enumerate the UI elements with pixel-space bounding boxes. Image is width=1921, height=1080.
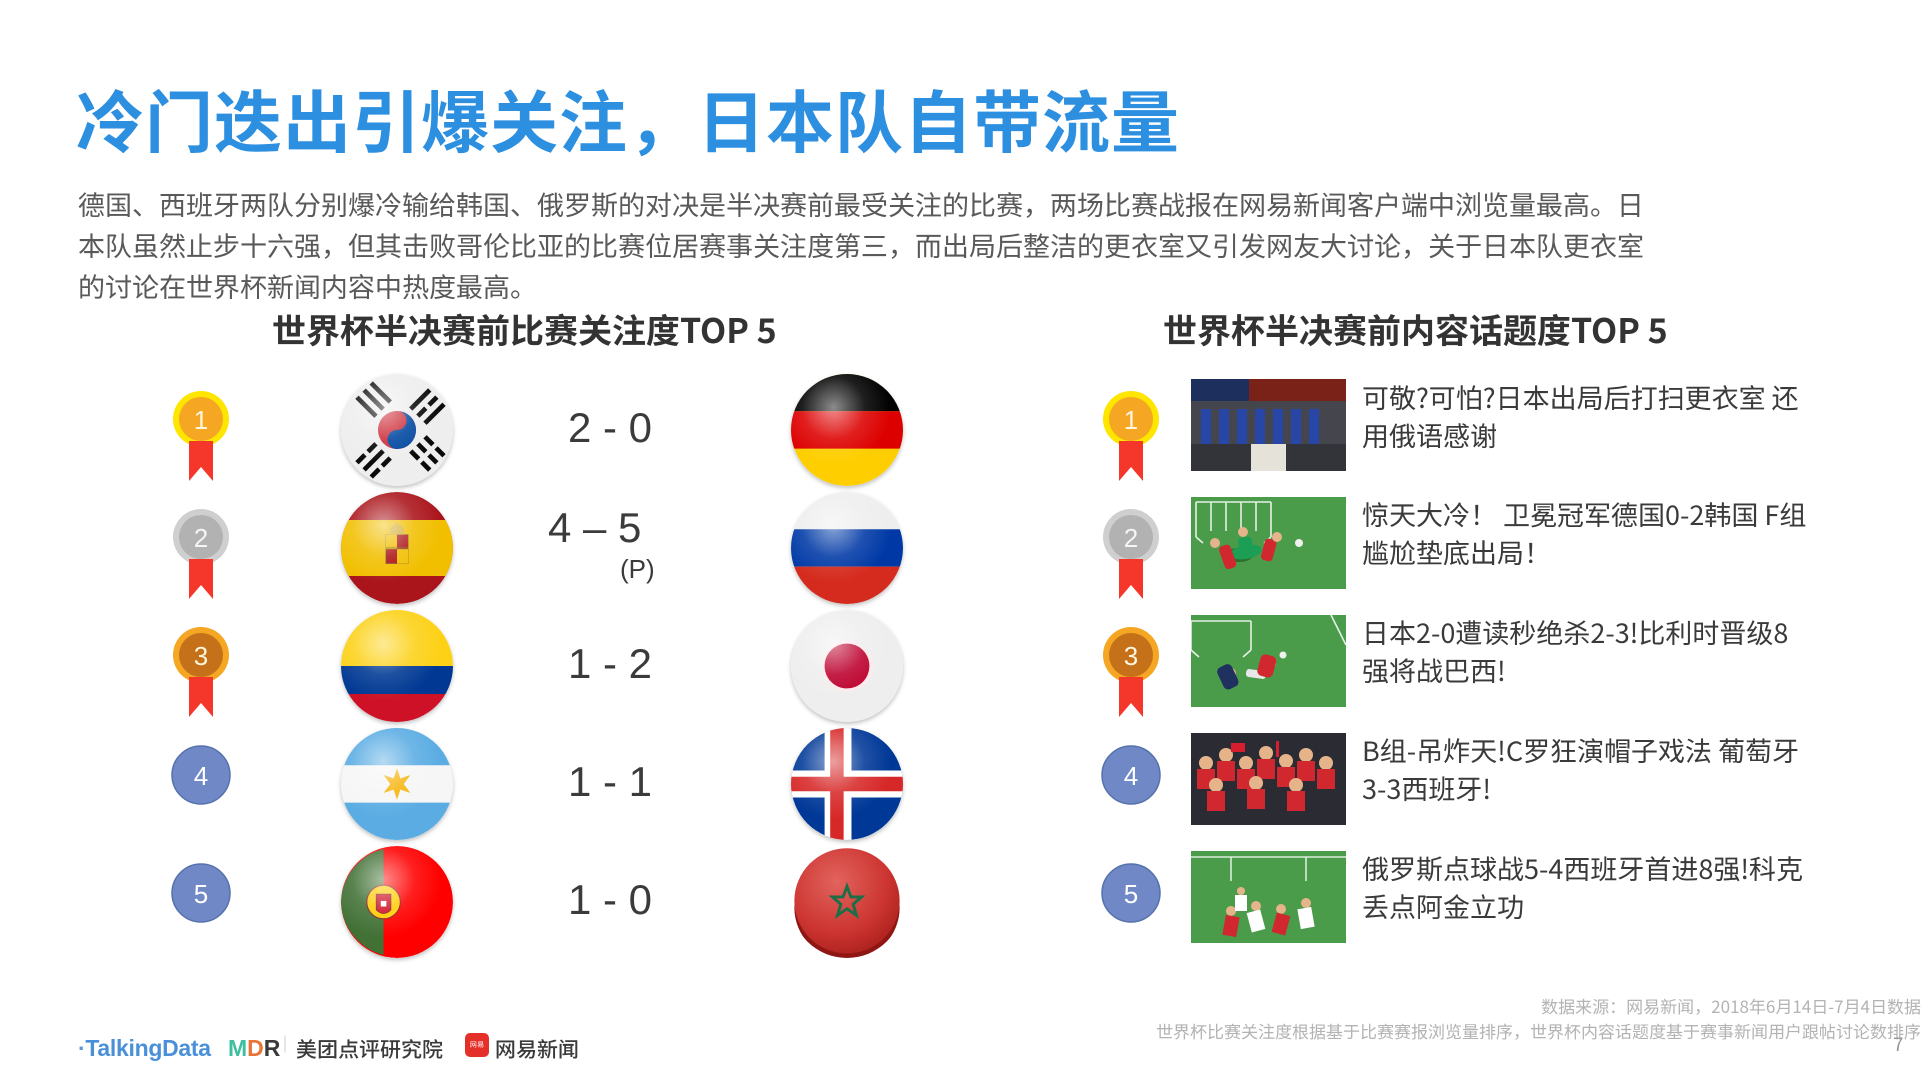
svg-text:2: 2 xyxy=(1124,523,1138,553)
svg-text:1: 1 xyxy=(1124,405,1138,435)
svg-text:2: 2 xyxy=(194,523,208,553)
svg-text:4: 4 xyxy=(194,761,208,791)
svg-text:3: 3 xyxy=(1124,641,1138,671)
svg-text:5: 5 xyxy=(1124,879,1138,909)
svg-text:1: 1 xyxy=(194,405,208,435)
svg-text:3: 3 xyxy=(194,641,208,671)
svg-text:4: 4 xyxy=(1124,761,1138,791)
svg-text:5: 5 xyxy=(194,879,208,909)
